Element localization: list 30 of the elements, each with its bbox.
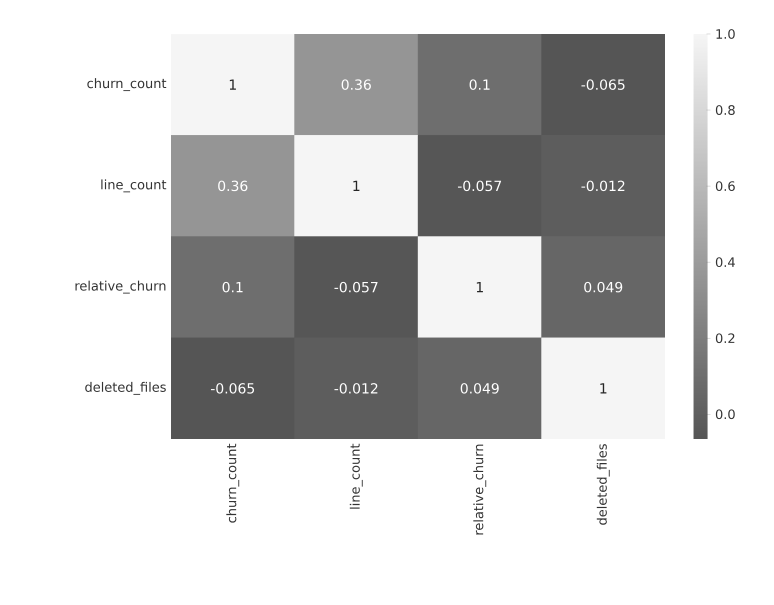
data-label: 1 bbox=[476, 282, 483, 292]
x-tick-label: churn_count bbox=[226, 444, 240, 523]
data-label: -0.057 bbox=[458, 180, 502, 192]
data-label: 0.1 bbox=[470, 79, 490, 90]
data-label: -0.065 bbox=[210, 383, 254, 394]
color-bar-label: 0.8 bbox=[716, 105, 735, 115]
color-bar-label: 0.4 bbox=[716, 257, 735, 268]
x-tick-label: deleted_files bbox=[596, 444, 610, 525]
x-tick-label: line_count bbox=[350, 444, 363, 509]
color-bar-label: 0.6 bbox=[716, 181, 735, 191]
data-label: 1 bbox=[600, 383, 606, 394]
data-label: -0.012 bbox=[581, 180, 624, 192]
data-label: 0.36 bbox=[218, 180, 248, 192]
data-label: -0.012 bbox=[334, 383, 378, 394]
data-label: 0.36 bbox=[342, 79, 371, 90]
y-tick-label: deleted_files bbox=[85, 382, 166, 395]
y-tick-label: relative_churn bbox=[75, 280, 166, 294]
x-tick-label: relative_churn bbox=[473, 444, 486, 535]
data-label: 0.049 bbox=[460, 383, 499, 394]
color-bar-label: 0.0 bbox=[716, 409, 735, 420]
data-label: 0.049 bbox=[584, 282, 622, 292]
data-label: 0.1 bbox=[222, 282, 243, 292]
data-label: 1 bbox=[230, 80, 236, 90]
data-label: 1 bbox=[353, 180, 360, 191]
y-tick-label: line_count bbox=[101, 179, 166, 192]
color-bar-label: 0.2 bbox=[716, 333, 734, 344]
data-label: -0.065 bbox=[581, 79, 625, 90]
y-tick-label: churn_count bbox=[87, 78, 166, 92]
data-label: -0.057 bbox=[334, 282, 378, 292]
color-bar-label: 1.0 bbox=[716, 29, 735, 39]
